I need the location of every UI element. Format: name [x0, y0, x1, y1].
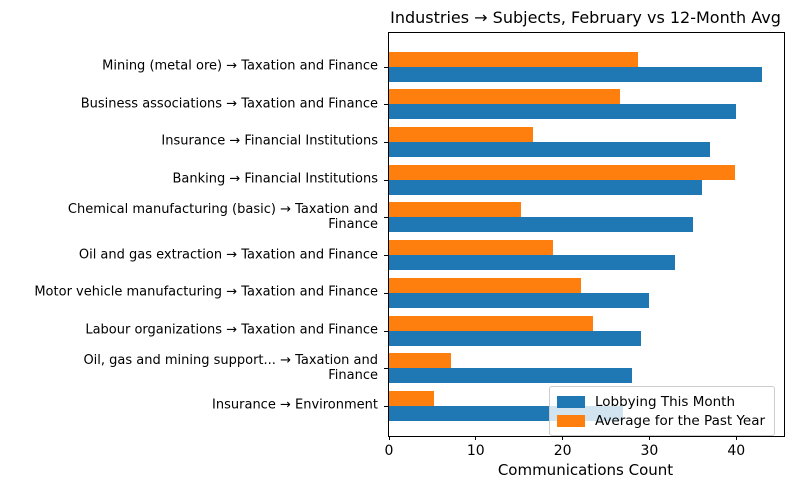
y-tick	[384, 405, 389, 407]
x-tick-label: 10	[466, 443, 485, 459]
bar-average-past-year	[389, 202, 521, 218]
x-tick-label: 0	[384, 443, 394, 459]
x-tick	[648, 436, 650, 440]
category-label: Insurance → Financial Institutions	[161, 133, 378, 149]
legend: Lobbying This Month Average for the Past …	[549, 386, 776, 436]
category-label: Mining (metal ore) → Taxation and Financ…	[102, 58, 378, 74]
legend-swatch-lobbying-this-month	[557, 395, 585, 408]
y-tick	[384, 217, 389, 219]
legend-swatch-average-for-the-past-year	[557, 414, 585, 427]
category-label: Oil and gas extraction → Taxation and Fi…	[78, 247, 378, 263]
category-label: Labour organizations → Taxation and Fina…	[85, 322, 378, 338]
x-axis-label: Communications Count	[497, 461, 674, 479]
bar-average-past-year	[389, 126, 534, 142]
y-tick	[384, 141, 389, 143]
y-tick	[384, 255, 389, 257]
category-label: Banking → Financial Institutions	[172, 171, 378, 187]
category-label: Motor vehicle manufacturing → Taxation a…	[34, 284, 378, 300]
bar-lobbying-this-month	[389, 217, 693, 233]
y-tick	[384, 66, 389, 68]
category-label: Chemical manufacturing (basic) → Taxatio…	[67, 201, 378, 232]
x-tick	[475, 436, 477, 440]
bar-lobbying-this-month	[389, 255, 676, 271]
y-tick	[384, 292, 389, 294]
bar-average-past-year	[389, 277, 581, 293]
y-tick	[384, 104, 389, 106]
bar-lobbying-this-month	[389, 330, 641, 346]
x-tick	[388, 436, 390, 440]
bar-lobbying-this-month	[389, 179, 702, 195]
legend-row: Average for the Past Year	[557, 411, 765, 430]
category-label: Insurance → Environment	[212, 397, 378, 413]
bar-lobbying-this-month	[389, 292, 650, 308]
category-label: Oil, gas and mining support... → Taxatio…	[83, 352, 378, 383]
x-tick	[562, 436, 564, 440]
bar-average-past-year	[389, 353, 451, 369]
x-tick	[735, 436, 737, 440]
legend-label: Average for the Past Year	[595, 412, 766, 429]
bar-average-past-year	[389, 240, 554, 256]
y-axis-labels: Mining (metal ore) → Taxation and Financ…	[0, 0, 380, 491]
legend-label: Lobbying This Month	[595, 393, 736, 410]
y-tick	[384, 368, 389, 370]
bar-lobbying-this-month	[389, 104, 737, 120]
plot-area: 0 10 20 30 40 Lobbying This Month Average for…	[384, 32, 785, 459]
legend-row: Lobbying This Month	[557, 392, 765, 411]
bar-lobbying-this-month	[389, 141, 711, 157]
bar-average-past-year	[389, 89, 620, 105]
chart-title: Industries → Subjects, February vs 12-Mo…	[390, 8, 781, 27]
x-tick-label: 40	[727, 443, 746, 459]
bar-average-past-year	[389, 164, 735, 180]
bar-average-past-year	[389, 315, 593, 331]
y-tick	[384, 330, 389, 332]
bar-lobbying-this-month	[389, 368, 633, 384]
bar-average-past-year	[389, 51, 639, 67]
x-tick-label: 20	[553, 443, 572, 459]
bar-lobbying-this-month	[389, 66, 763, 82]
y-tick	[384, 179, 389, 181]
x-tick-label: 30	[640, 443, 659, 459]
category-label: Business associations → Taxation and Fin…	[80, 96, 378, 112]
bar-average-past-year	[389, 390, 435, 406]
